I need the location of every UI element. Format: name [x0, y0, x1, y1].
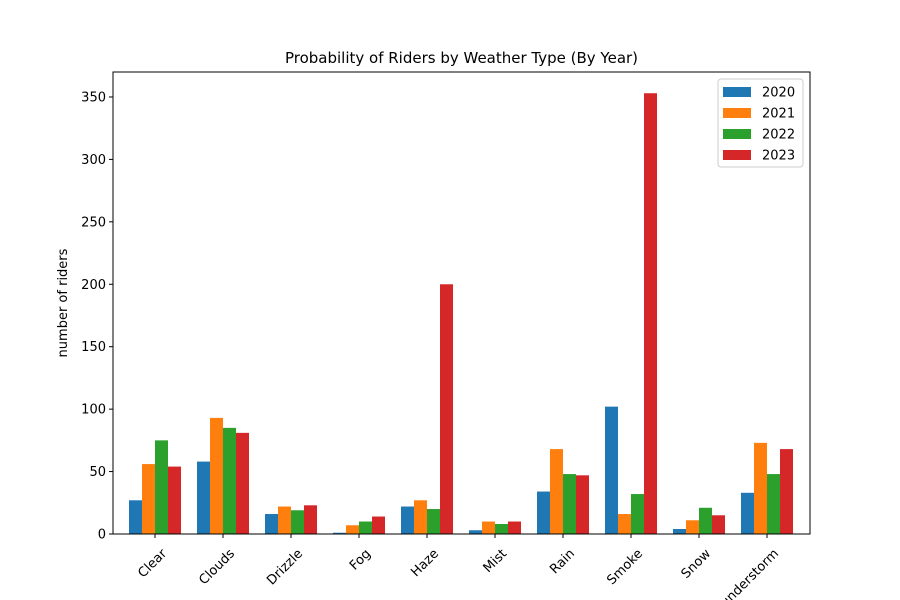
- bar-rain-2023: [576, 475, 589, 534]
- x-tick-label: Drizzle: [264, 546, 306, 588]
- bars-layer: [129, 93, 793, 535]
- y-axis: 0 50 100 150 200 250 300 350: [81, 90, 113, 543]
- y-tick-label: 200: [81, 278, 106, 293]
- x-tick-label: Thunderstorm: [706, 546, 782, 600]
- chart-title: Probability of Riders by Weather Type (B…: [285, 49, 638, 67]
- bar-mist-2020: [469, 530, 482, 534]
- x-tick-label: Fog: [347, 546, 374, 573]
- bar-fog-2020: [333, 532, 346, 534]
- bar-clear-2020: [129, 500, 142, 534]
- bar-clouds-2020: [197, 461, 210, 534]
- bar-rain-2022: [563, 474, 576, 534]
- bar-mist-2021: [482, 521, 495, 534]
- bar-smoke-2021: [618, 514, 631, 534]
- plot-frame: [112, 71, 811, 535]
- y-tick-label: 150: [81, 340, 106, 355]
- bar-haze-2022: [427, 509, 440, 534]
- bar-haze-2021: [414, 500, 427, 534]
- y-tick-label: 100: [81, 403, 106, 418]
- legend-swatch-2023: [723, 150, 751, 160]
- bar-fog-2022: [359, 521, 372, 534]
- bar-thunderstorm-2022: [767, 474, 780, 534]
- bar-rain-2020: [537, 491, 550, 534]
- y-tick-label: 300: [81, 153, 106, 168]
- legend-label-2021: 2021: [762, 107, 795, 122]
- bar-clear-2023: [168, 466, 181, 534]
- legend: 2020 2021 2022 2023: [717, 78, 804, 168]
- x-tick-label: Clear: [135, 546, 170, 581]
- bar-mist-2022: [495, 524, 508, 534]
- bar-drizzle-2020: [265, 514, 278, 534]
- y-axis-label: number of riders: [56, 248, 71, 357]
- y-tick-label: 0: [98, 528, 106, 543]
- bar-drizzle-2023: [304, 505, 317, 534]
- bar-snow-2021: [686, 520, 699, 534]
- bar-haze-2020: [401, 506, 414, 534]
- bar-clouds-2022: [223, 427, 236, 534]
- bar-rain-2021: [550, 449, 563, 534]
- bar-clouds-2021: [210, 417, 223, 534]
- x-tick-label: Mist: [481, 546, 510, 575]
- x-tick-label: Smoke: [604, 546, 646, 588]
- x-tick-label: Snow: [679, 546, 715, 582]
- bar-thunderstorm-2023: [780, 449, 793, 534]
- legend-box: [717, 78, 804, 168]
- legend-label-2023: 2023: [762, 149, 795, 164]
- legend-label-2022: 2022: [762, 128, 795, 143]
- bar-drizzle-2022: [291, 510, 304, 534]
- y-tick-label: 250: [81, 215, 106, 230]
- bar-snow-2023: [712, 515, 725, 534]
- bar-haze-2023: [440, 284, 453, 534]
- bar-fog-2023: [372, 516, 385, 534]
- bar-thunderstorm-2021: [754, 442, 767, 534]
- bar-smoke-2023: [644, 93, 657, 535]
- bar-mist-2023: [508, 521, 521, 534]
- bar-clouds-2023: [236, 432, 249, 534]
- bar-snow-2022: [699, 507, 712, 534]
- y-tick-label: 50: [89, 465, 106, 480]
- x-tick-label: Clouds: [196, 546, 238, 588]
- legend-swatch-2022: [723, 129, 751, 139]
- x-tick-label: Rain: [547, 546, 578, 577]
- legend-swatch-2021: [723, 108, 751, 118]
- bar-thunderstorm-2020: [741, 492, 754, 534]
- legend-swatch-2020: [723, 87, 751, 97]
- bar-clear-2021: [142, 464, 155, 534]
- bar-drizzle-2021: [278, 506, 291, 534]
- bar-clear-2022: [155, 440, 168, 534]
- y-tick-label: 350: [81, 90, 106, 105]
- legend-label-2020: 2020: [762, 86, 795, 101]
- x-tick-label: Haze: [408, 546, 442, 580]
- bar-fog-2021: [346, 525, 359, 534]
- x-axis: Clear Clouds Drizzle Fog Haze Mist Rain Smoke Sn…: [135, 534, 782, 600]
- bar-smoke-2020: [605, 406, 618, 534]
- bar-snow-2020: [673, 529, 686, 534]
- bar-smoke-2022: [631, 494, 644, 534]
